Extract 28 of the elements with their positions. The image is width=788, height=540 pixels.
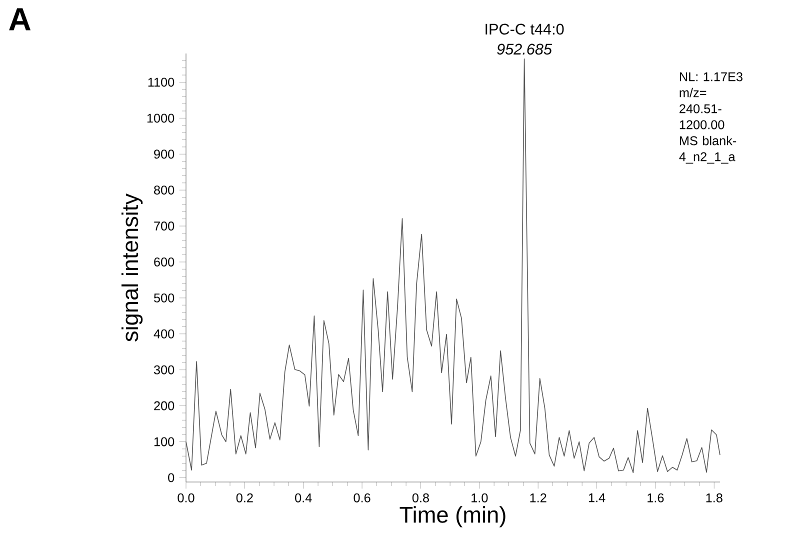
x-tick-label: 1.8 <box>706 493 722 502</box>
y-tick-label: 1100 <box>148 78 174 87</box>
x-tick-label: 0.2 <box>236 493 253 502</box>
y-tick-label: 900 <box>154 150 174 159</box>
y-tick-label: 400 <box>154 329 174 338</box>
x-tick-label: 0.4 <box>295 493 312 502</box>
y-tick-label: 100 <box>154 437 174 446</box>
y-tick-label: 800 <box>154 186 174 195</box>
x-tick-label: 0.8 <box>412 493 429 502</box>
annotation: 952.685 <box>497 44 552 55</box>
x-tick-label: 1.6 <box>648 493 664 502</box>
y-tick-label: 200 <box>154 401 174 410</box>
y-tick-label: 700 <box>154 222 174 231</box>
x-axis-title: Time (min) <box>400 506 506 528</box>
y-tick-label: 300 <box>154 365 174 374</box>
text: A <box>9 8 31 30</box>
annotation: IPC-C t44:0 <box>486 24 564 35</box>
x-tick-label: 1.0 <box>472 493 488 502</box>
y-axis-title: signal intensity <box>122 193 143 342</box>
x-tick-label: 0.0 <box>178 493 194 502</box>
x-tick-label: 0.6 <box>354 493 370 502</box>
y-tick-label: 1000 <box>147 114 174 123</box>
annotation: NL: 1.17E3 m/z= 240.51-1200.00 MS blank-4_n2_1_a <box>679 72 742 164</box>
y-tick-label: 500 <box>154 293 174 302</box>
y-tick-label: 600 <box>154 257 174 266</box>
x-tick-label: 1.4 <box>588 493 606 502</box>
x-tick-label: 1.2 <box>530 493 546 502</box>
y-tick-label: 0 <box>168 473 174 482</box>
